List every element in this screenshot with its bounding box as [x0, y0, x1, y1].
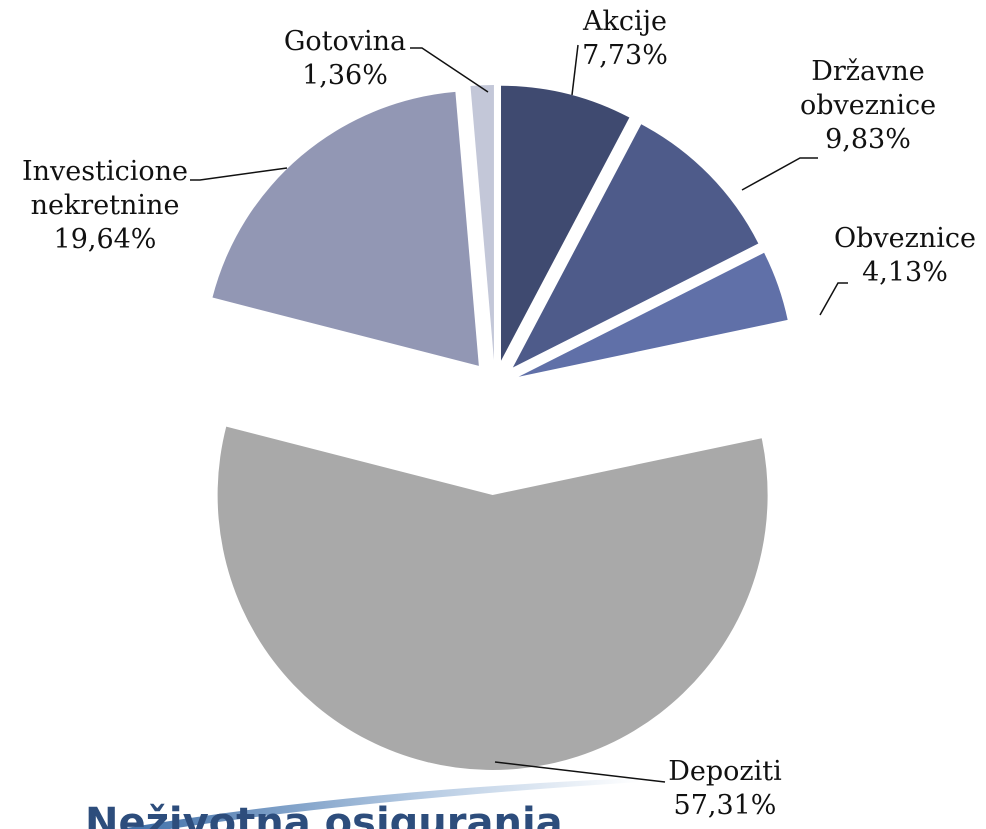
chart-title: Neživotna osiguranja [85, 800, 563, 829]
decor-swoosh [120, 778, 640, 829]
slice-value: 1,36% [302, 60, 388, 91]
pie-slice [512, 124, 759, 368]
leader-line [741, 157, 818, 191]
pie-slice [470, 85, 494, 361]
leader-line [494, 761, 666, 783]
slice-label: Gotovina 1,36% [265, 25, 425, 93]
pie-slice [518, 252, 788, 377]
leader-line [190, 167, 288, 181]
slice-name: Depoziti [668, 756, 782, 787]
slice-name: Obveznice [833, 223, 976, 254]
pie-slice [217, 426, 768, 770]
slice-name: Gotovina [283, 26, 407, 57]
pie-slice [212, 91, 479, 366]
slice-value: 9,83% [825, 124, 911, 155]
pie-slice [501, 85, 630, 361]
slice-name: Državne obveznice [799, 56, 937, 121]
slice-label: Investicione nekretnine 19,64% [0, 155, 210, 257]
slice-label: Depoziti 57,31% [645, 755, 805, 823]
slice-name: Akcije [583, 6, 667, 37]
leader-line [410, 47, 489, 93]
slice-value: 57,31% [673, 790, 777, 821]
slice-value: 19,64% [53, 224, 157, 255]
slice-label: Državne obveznice 9,83% [773, 55, 963, 157]
slice-label: Obveznice 4,13% [820, 222, 986, 290]
leader-line [571, 44, 579, 96]
slice-value: 7,73% [582, 40, 668, 71]
slice-name: Investicione nekretnine [21, 156, 188, 221]
slice-value: 4,13% [862, 257, 948, 288]
slice-label: Akcije 7,73% [555, 5, 695, 73]
leader-line [819, 282, 848, 316]
